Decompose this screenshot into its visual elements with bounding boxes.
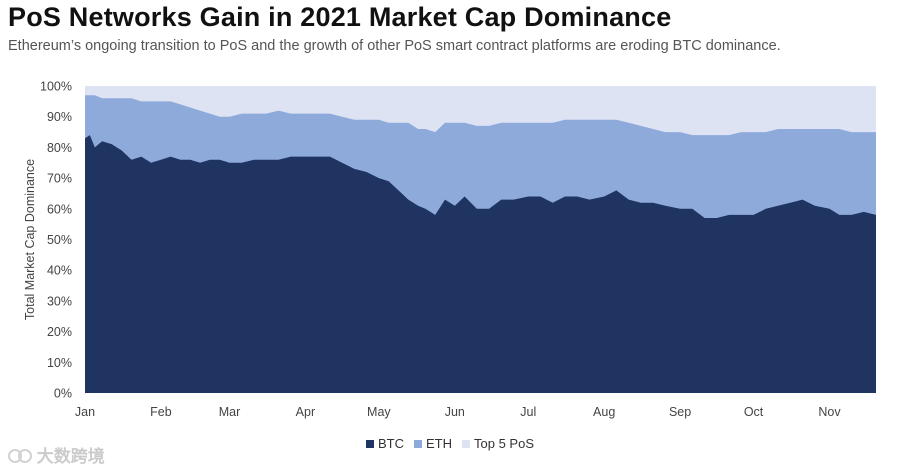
area-series-btc: [85, 135, 876, 393]
watermark-logo-icon: [8, 449, 32, 463]
y-tick-label: 60%: [47, 202, 72, 216]
x-tick-label: Jan: [75, 405, 95, 419]
y-tick-label: 10%: [47, 356, 72, 370]
legend-label: Top 5 PoS: [474, 436, 534, 451]
legend-swatch: [366, 440, 374, 448]
x-tick-label: May: [367, 405, 391, 419]
x-tick-label: Apr: [296, 405, 315, 419]
y-tick-label: 50%: [47, 233, 72, 247]
chart-subtitle: Ethereum’s ongoing transition to PoS and…: [8, 38, 781, 54]
y-axis-title: Total Market Cap Dominance: [23, 159, 37, 320]
x-tick-label: Nov: [818, 405, 841, 419]
chart-legend: BTC ETH Top 5 PoS: [0, 436, 900, 451]
chart-title: PoS Networks Gain in 2021 Market Cap Dom…: [8, 2, 672, 32]
y-tick-label: 40%: [47, 264, 72, 278]
y-tick-label: 70%: [47, 172, 72, 186]
y-tick-label: 100%: [40, 80, 72, 94]
legend-item: BTC: [366, 436, 404, 451]
y-tick-label: 30%: [47, 294, 72, 308]
x-tick-label: Jul: [520, 405, 536, 419]
legend-item: Top 5 PoS: [462, 436, 534, 451]
y-tick-label: 20%: [47, 325, 72, 339]
y-tick-label: 80%: [47, 141, 72, 155]
x-tick-label: Aug: [593, 405, 615, 419]
x-tick-label: Oct: [744, 405, 764, 419]
legend-swatch: [414, 440, 422, 448]
y-tick-label: 0%: [54, 387, 72, 401]
x-tick-label: Mar: [219, 405, 241, 419]
x-tick-label: Sep: [669, 405, 691, 419]
legend-swatch: [462, 440, 470, 448]
legend-label: ETH: [426, 436, 452, 451]
legend-label: BTC: [378, 436, 404, 451]
x-tick-label: Jun: [445, 405, 465, 419]
legend-item: ETH: [414, 436, 452, 451]
watermark-text: 大数跨境: [36, 447, 105, 466]
watermark: 大数跨境: [8, 442, 105, 467]
x-tick-label: Feb: [150, 405, 172, 419]
y-tick-label: 90%: [47, 110, 72, 124]
